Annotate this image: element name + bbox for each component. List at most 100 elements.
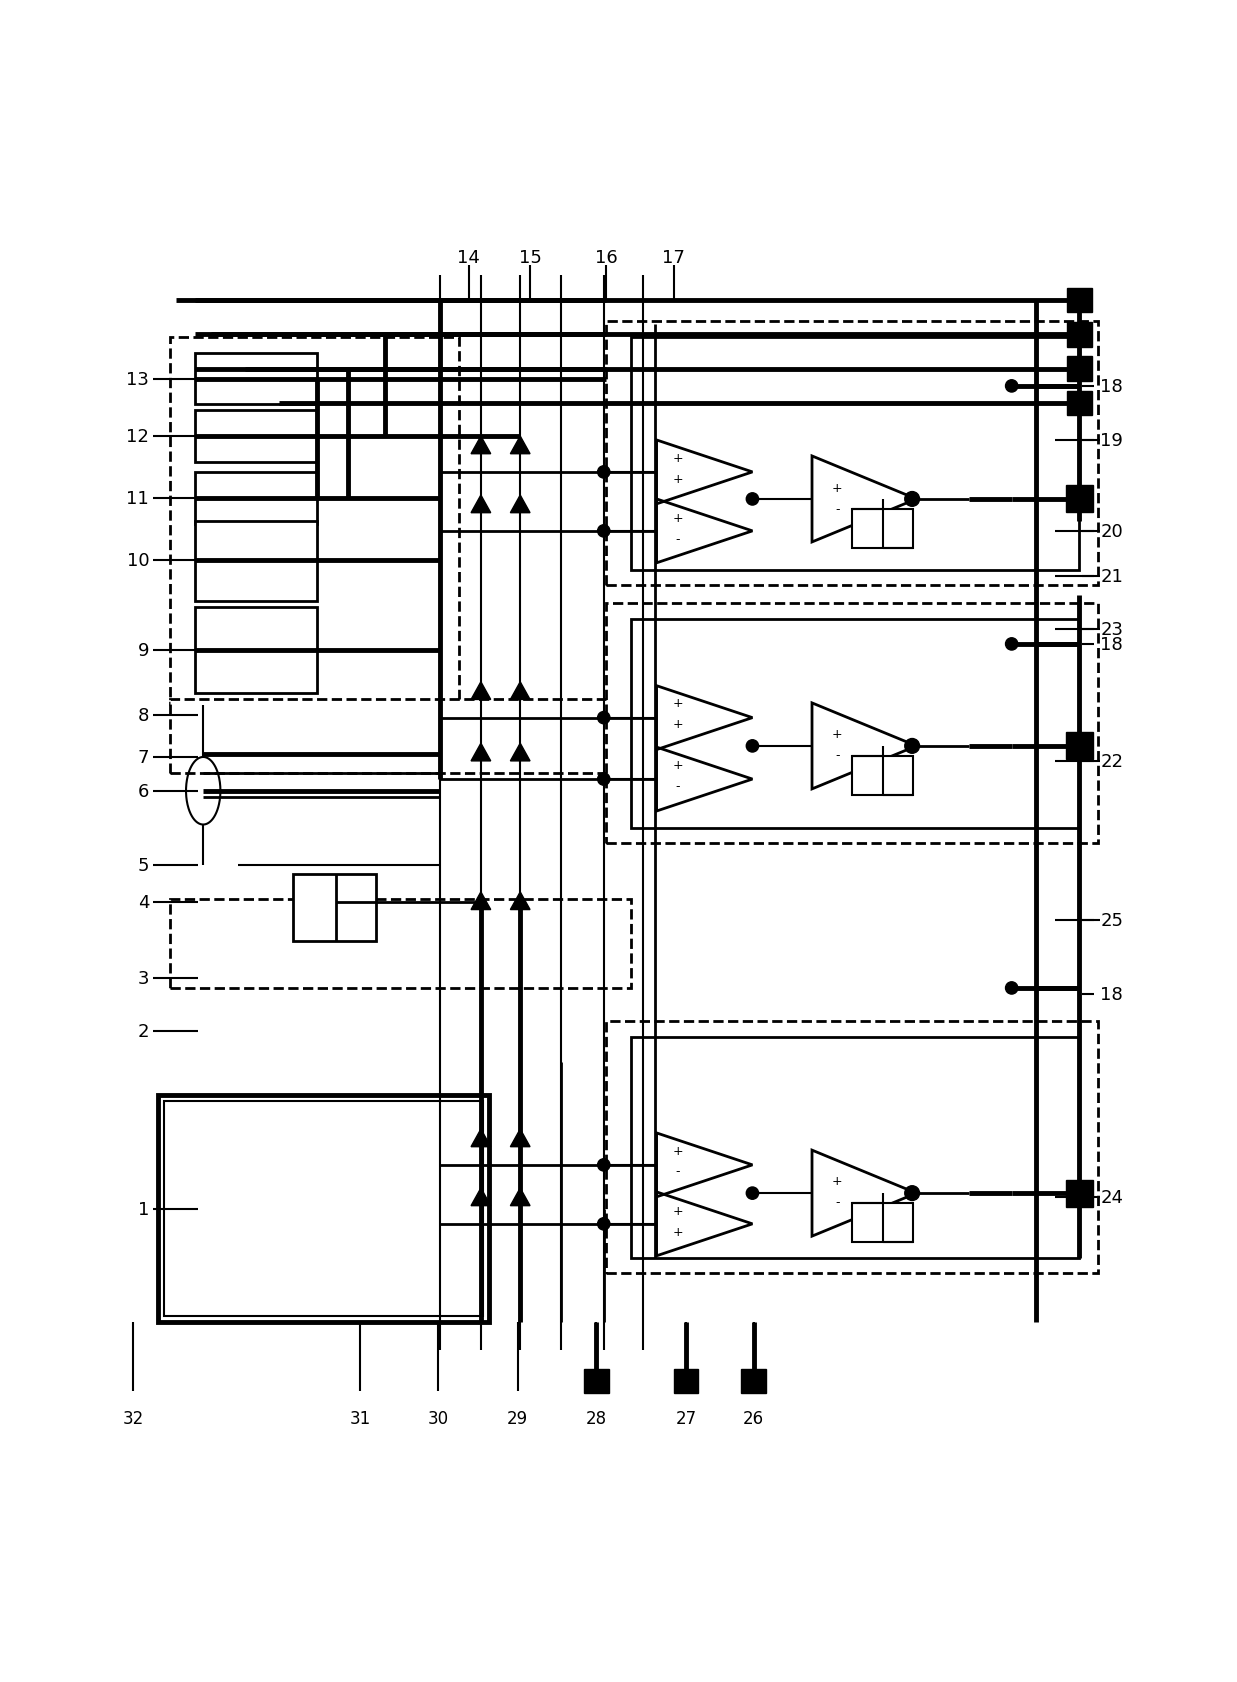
Circle shape	[597, 1159, 610, 1171]
Text: 28: 28	[586, 1410, 607, 1426]
Text: 1: 1	[137, 1201, 150, 1218]
Polygon shape	[471, 496, 491, 513]
Bar	[852, 1203, 913, 1243]
Text: 12: 12	[126, 427, 150, 446]
Bar	[169, 338, 459, 706]
Text: 11: 11	[126, 489, 150, 508]
Text: -: -	[675, 533, 679, 545]
Text: +: +	[833, 728, 842, 740]
Text: 6: 6	[137, 782, 150, 801]
Polygon shape	[1066, 486, 1092, 513]
Polygon shape	[511, 683, 529, 700]
Polygon shape	[471, 1187, 491, 1206]
Text: 8: 8	[137, 706, 150, 725]
Polygon shape	[471, 1129, 491, 1147]
Circle shape	[597, 774, 610, 785]
Circle shape	[597, 711, 610, 725]
Circle shape	[904, 1186, 919, 1201]
Text: 20: 20	[1100, 523, 1123, 540]
Text: 19: 19	[1100, 432, 1123, 449]
Text: 29: 29	[507, 1410, 528, 1426]
Text: +: +	[672, 451, 683, 464]
Circle shape	[597, 1218, 610, 1230]
Polygon shape	[471, 743, 491, 762]
Circle shape	[746, 740, 758, 752]
Bar	[194, 410, 318, 463]
Text: +: +	[833, 1174, 842, 1187]
Bar	[169, 700, 631, 774]
Bar	[194, 521, 318, 602]
Text: 31: 31	[350, 1410, 371, 1426]
Text: 23: 23	[1100, 621, 1123, 639]
Polygon shape	[1066, 1179, 1092, 1208]
Polygon shape	[1068, 357, 1091, 382]
Text: +: +	[672, 1204, 683, 1218]
Bar	[194, 473, 318, 525]
Text: 13: 13	[126, 370, 150, 389]
Text: 24: 24	[1100, 1187, 1123, 1206]
Text: 30: 30	[427, 1410, 449, 1426]
Polygon shape	[511, 743, 529, 762]
Text: 26: 26	[743, 1410, 764, 1426]
Circle shape	[1006, 982, 1018, 994]
Circle shape	[746, 493, 758, 506]
Text: 18: 18	[1100, 378, 1123, 395]
Polygon shape	[1068, 392, 1091, 415]
Text: +: +	[672, 1144, 683, 1157]
Text: +: +	[672, 718, 683, 732]
Text: -: -	[675, 1166, 679, 1177]
Text: 7: 7	[137, 748, 150, 767]
Bar	[631, 1038, 1079, 1258]
Polygon shape	[511, 893, 529, 910]
Bar	[606, 1021, 1097, 1273]
Text: -: -	[835, 503, 840, 516]
Circle shape	[904, 738, 919, 754]
Polygon shape	[511, 437, 529, 454]
Text: 15: 15	[518, 249, 542, 267]
Text: 3: 3	[137, 969, 150, 987]
Polygon shape	[511, 1129, 529, 1147]
Bar	[163, 1102, 484, 1317]
Text: 32: 32	[122, 1410, 143, 1426]
Text: 22: 22	[1100, 752, 1123, 770]
Text: 27: 27	[675, 1410, 696, 1426]
Bar	[158, 1095, 490, 1322]
Text: -: -	[835, 748, 840, 762]
Bar	[852, 757, 913, 796]
Text: +: +	[672, 511, 683, 525]
Polygon shape	[1066, 733, 1092, 760]
Bar	[194, 353, 318, 405]
Polygon shape	[584, 1369, 609, 1394]
Text: +: +	[672, 696, 683, 710]
Polygon shape	[1068, 323, 1091, 348]
Bar	[631, 338, 1079, 570]
Text: 16: 16	[595, 249, 617, 267]
Polygon shape	[471, 683, 491, 700]
Text: 25: 25	[1100, 912, 1123, 930]
Text: 18: 18	[1100, 986, 1123, 1004]
Text: +: +	[833, 483, 842, 495]
Text: 10: 10	[126, 552, 150, 570]
Circle shape	[597, 466, 610, 479]
Circle shape	[1006, 639, 1018, 651]
Bar	[852, 510, 913, 548]
Bar	[606, 604, 1097, 843]
Bar	[194, 607, 318, 693]
Bar	[606, 321, 1097, 585]
Polygon shape	[511, 1187, 529, 1206]
Text: 5: 5	[137, 856, 150, 875]
Circle shape	[1006, 380, 1018, 394]
Text: +: +	[672, 1224, 683, 1238]
Text: +: +	[672, 473, 683, 484]
Polygon shape	[741, 1369, 766, 1394]
Text: 21: 21	[1100, 569, 1123, 585]
Circle shape	[746, 1187, 758, 1199]
Bar	[293, 875, 376, 942]
Text: 4: 4	[137, 893, 150, 912]
Circle shape	[904, 493, 919, 506]
Text: -: -	[835, 1196, 840, 1208]
Bar	[631, 621, 1079, 829]
Polygon shape	[471, 437, 491, 454]
Text: 2: 2	[137, 1023, 150, 1041]
Polygon shape	[471, 893, 491, 910]
